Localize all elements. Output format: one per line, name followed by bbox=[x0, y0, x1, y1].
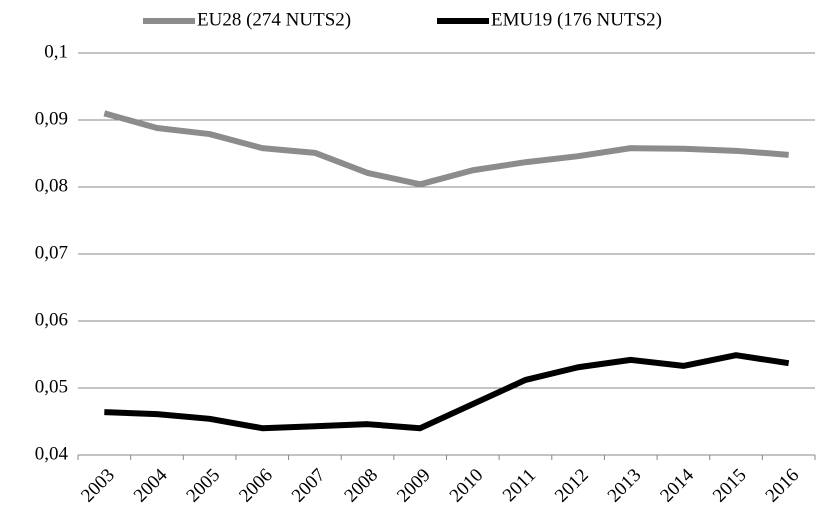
y-tick-label: 0,05 bbox=[35, 376, 68, 397]
y-tick-label: 0,1 bbox=[44, 41, 68, 62]
y-tick-label: 0,09 bbox=[35, 108, 68, 129]
x-tick-label: 2011 bbox=[499, 465, 540, 506]
x-tick-label: 2007 bbox=[288, 465, 330, 507]
x-tick-label: 2010 bbox=[446, 465, 488, 507]
series-line bbox=[104, 352, 790, 432]
x-tick-label: 2005 bbox=[183, 465, 225, 507]
x-tick-label: 2008 bbox=[340, 465, 382, 507]
y-tick-label: 0,07 bbox=[35, 242, 68, 263]
x-tick-label: 2013 bbox=[604, 465, 646, 507]
x-tick-label: 2009 bbox=[393, 465, 435, 507]
y-tick-label: 0,04 bbox=[35, 443, 69, 464]
x-tick-label: 2003 bbox=[77, 465, 119, 507]
y-tick-label: 0,06 bbox=[35, 309, 68, 330]
x-tick-label: 2012 bbox=[551, 465, 593, 507]
x-tick-label: 2006 bbox=[235, 465, 277, 507]
series-line bbox=[103, 110, 789, 188]
x-tick-label: 2014 bbox=[656, 464, 698, 506]
x-tick-label: 2004 bbox=[130, 464, 172, 506]
x-tick-label: 2015 bbox=[709, 465, 751, 507]
legend-label: EU28 (274 NUTS2) bbox=[197, 9, 351, 30]
y-tick-label: 0,08 bbox=[35, 175, 68, 196]
x-tick-label: 2016 bbox=[762, 465, 804, 507]
legend-label: EMU19 (176 NUTS2) bbox=[491, 9, 662, 30]
